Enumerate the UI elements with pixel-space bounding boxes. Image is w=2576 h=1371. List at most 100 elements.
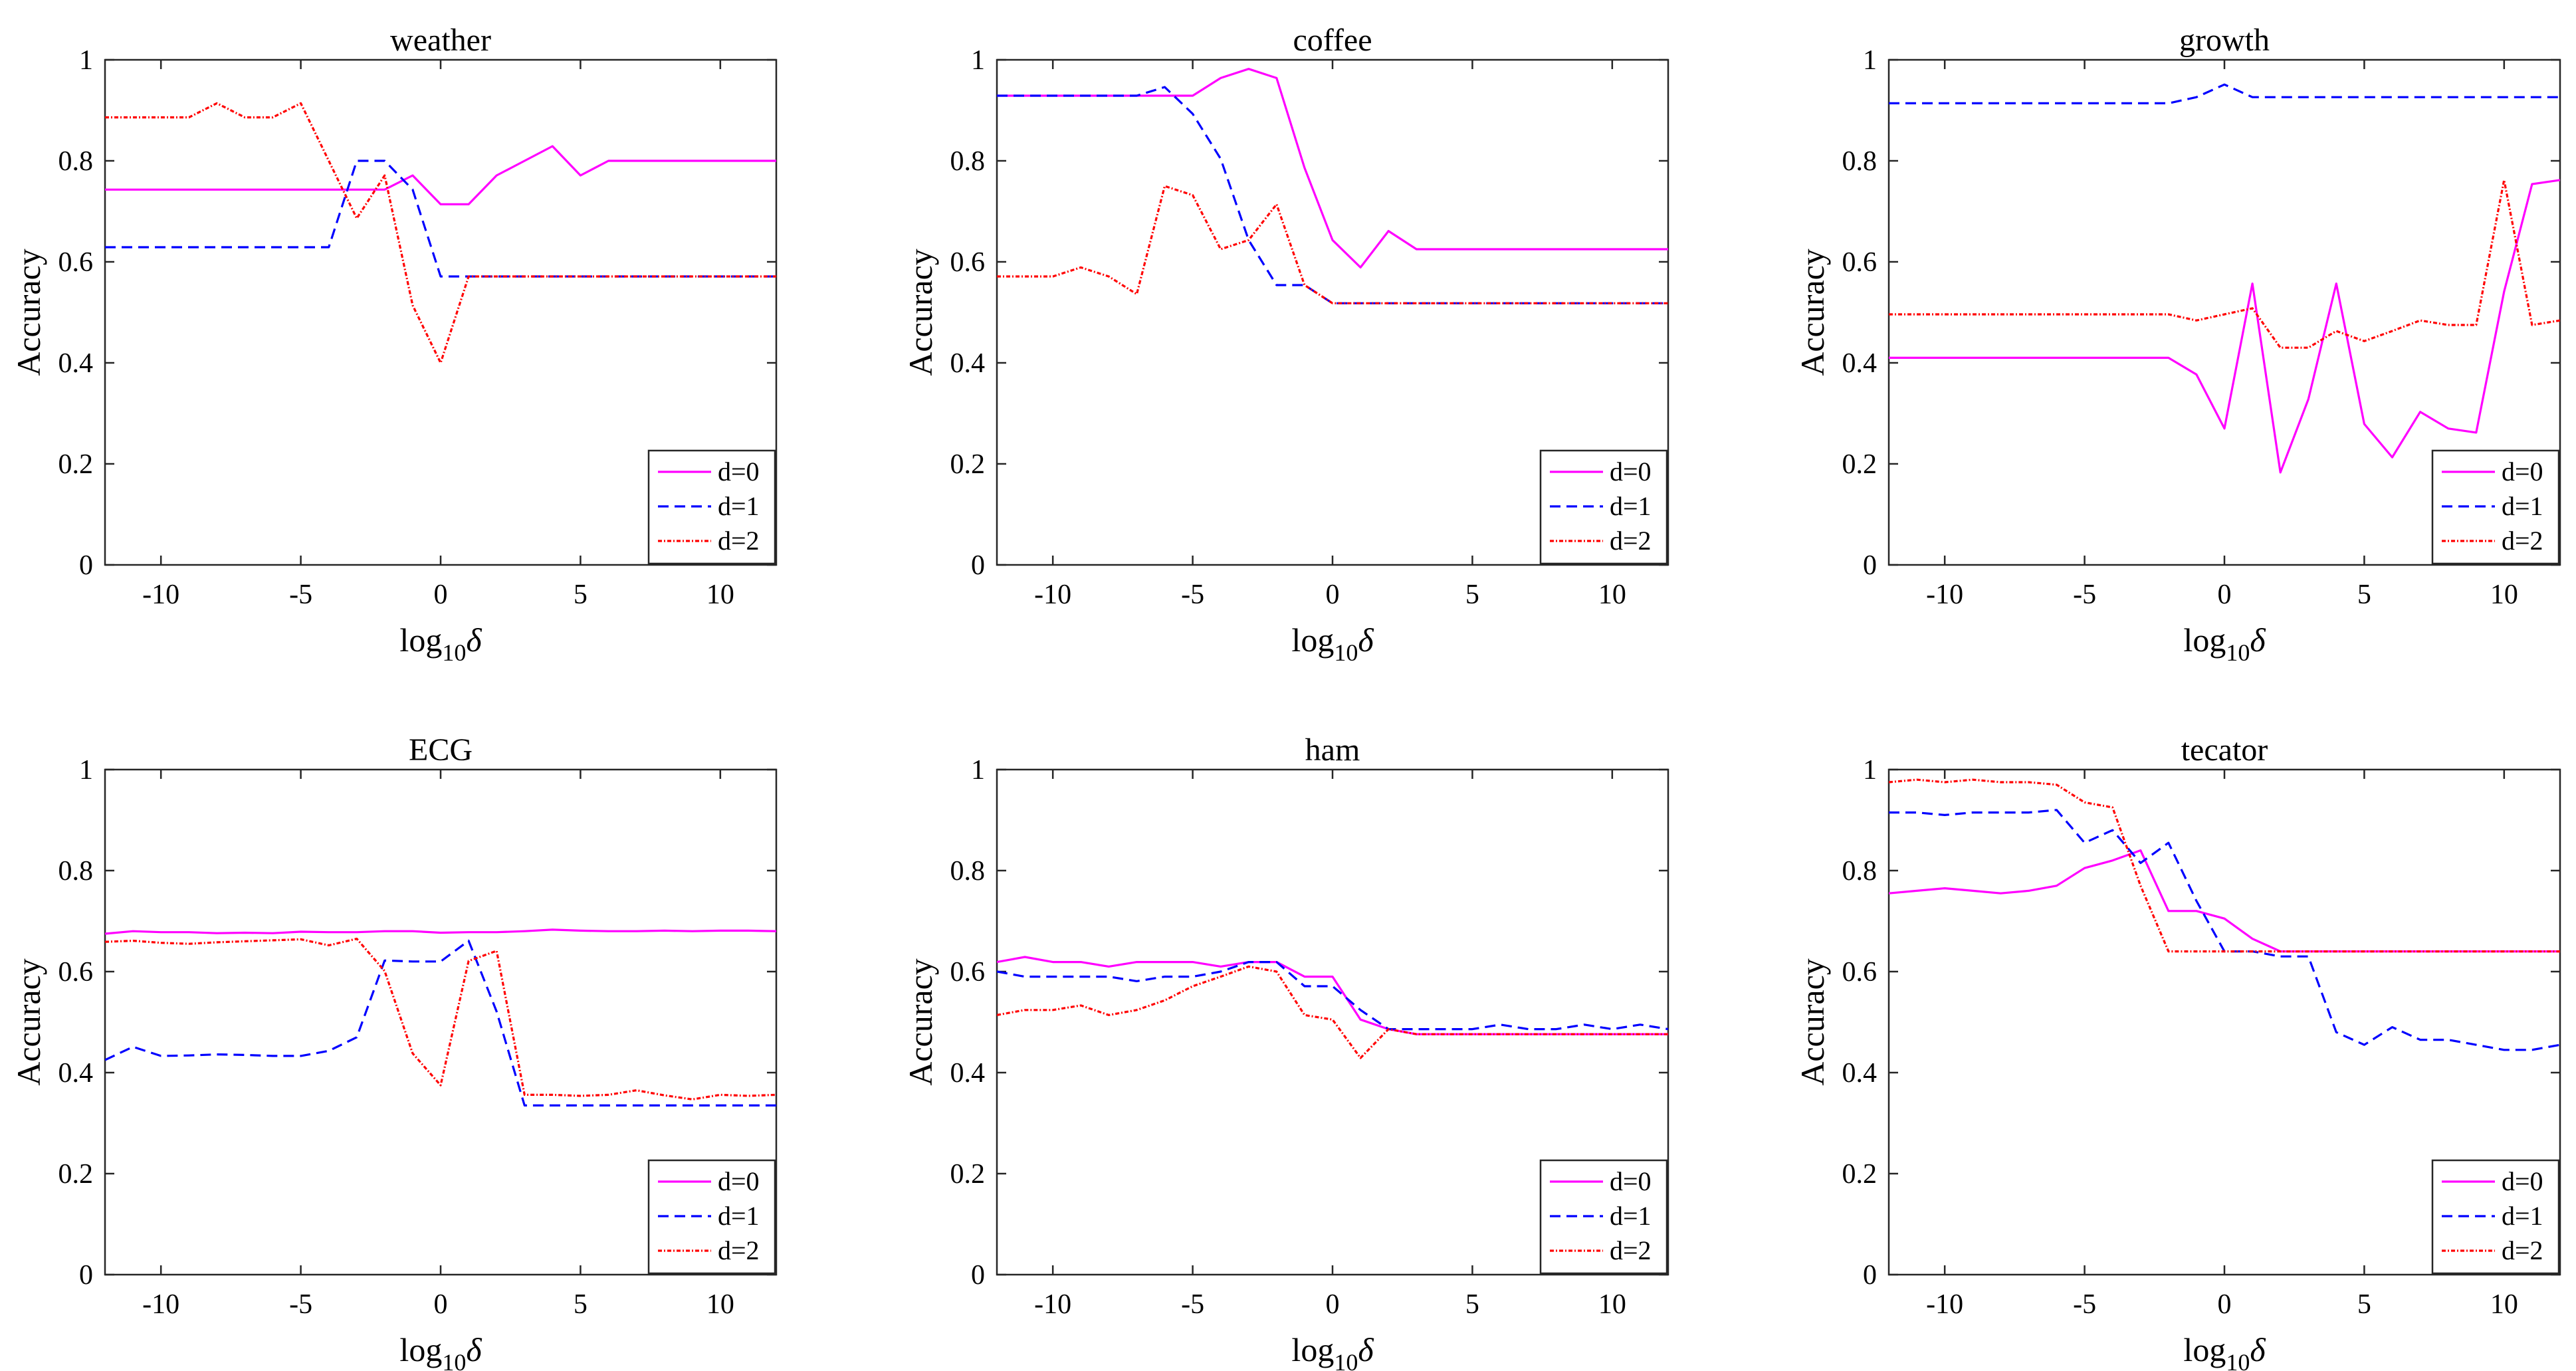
chart-panel-growth: 0 0.2 0.4 0.6 0.8 1 -10 -5 0 5 10 growth Accuracy log… xyxy=(1794,23,2561,666)
y-axis-label: Accuracy xyxy=(10,249,47,376)
legend-label: d=1 xyxy=(718,1201,760,1231)
legend-label: d=0 xyxy=(2502,457,2543,486)
chart-title: weather xyxy=(390,23,491,58)
x-tick-label: 5 xyxy=(2357,580,2371,610)
series-line-d1 xyxy=(997,960,1668,1031)
legend: d=0 d=1 d=2 xyxy=(1539,1159,1668,1275)
x-tick-label: -10 xyxy=(1034,1289,1071,1320)
legend-label: d=2 xyxy=(2502,1235,2543,1265)
legend-box xyxy=(2431,1159,2560,1275)
y-tick-label: 0.4 xyxy=(950,348,986,379)
y-tick-label: 1 xyxy=(1863,45,1877,76)
legend-label: d=1 xyxy=(1610,491,1652,521)
y-tick-label: 1 xyxy=(971,755,985,786)
legend-label: d=0 xyxy=(1610,457,1652,486)
legend-box xyxy=(1539,1159,1668,1275)
x-tick-label: 10 xyxy=(1598,1289,1626,1320)
y-axis-label: Accuracy xyxy=(1794,249,1831,376)
y-tick-label: 0 xyxy=(1863,1260,1877,1291)
chart-panel-tecator: 0 0.2 0.4 0.6 0.8 1 -10 -5 0 5 10 tecator Accuracy lo… xyxy=(1794,732,2561,1371)
legend: d=0 d=1 d=2 xyxy=(647,449,776,565)
x-axis-label: log10δ xyxy=(399,621,482,666)
series-line-d2 xyxy=(997,185,1668,304)
x-tick-label: 5 xyxy=(1465,580,1479,610)
x-tick-label: 0 xyxy=(1326,1289,1340,1320)
y-tick-label: 0.6 xyxy=(950,247,986,278)
series-line-d2 xyxy=(1889,179,2560,349)
legend: d=0 d=1 d=2 xyxy=(2431,1159,2560,1275)
x-tick-label: 10 xyxy=(2490,1289,2518,1320)
legend-label: d=0 xyxy=(2502,1166,2543,1196)
series-line-d0 xyxy=(997,68,1668,268)
legend-label: d=2 xyxy=(718,1235,760,1265)
x-tick-label: 10 xyxy=(706,1289,734,1320)
legend-label: d=0 xyxy=(1610,1166,1652,1196)
legend-box xyxy=(2431,449,2560,565)
series-line-d1 xyxy=(1889,83,2560,104)
y-tick-label: 0.4 xyxy=(1842,348,1878,379)
y-tick-label: 0.6 xyxy=(1842,957,1878,988)
y-tick-label: 0.2 xyxy=(950,1159,986,1190)
x-tick-label: 10 xyxy=(1598,580,1626,610)
series-line-d2 xyxy=(997,965,1668,1059)
series-line-d0 xyxy=(1889,179,2560,474)
x-tick-label: -10 xyxy=(1926,1289,1963,1320)
legend-label: d=2 xyxy=(2502,526,2543,556)
y-tick-label: 0.6 xyxy=(1842,247,1878,278)
series-line-d1 xyxy=(997,86,1668,304)
y-tick-label: 0.6 xyxy=(950,957,986,988)
y-tick-label: 0.8 xyxy=(1842,856,1878,887)
y-tick-label: 1 xyxy=(79,755,93,786)
x-tick-label: 10 xyxy=(2490,580,2518,610)
y-axis-label: Accuracy xyxy=(1794,958,1831,1086)
x-tick-label: -10 xyxy=(1926,580,1963,610)
y-tick-label: 0.2 xyxy=(950,449,986,480)
y-tick-label: 0.6 xyxy=(58,957,94,988)
chart-panel-ecg: 0 0.2 0.4 0.6 0.8 1 -10 -5 0 5 10 ECG Accuracy log10δ… xyxy=(10,732,778,1371)
y-tick-label: 0.4 xyxy=(1842,1058,1878,1089)
y-tick-label: 1 xyxy=(1863,755,1877,786)
legend-box xyxy=(647,1159,776,1275)
x-tick-label: -10 xyxy=(1034,580,1071,610)
chart-title: coffee xyxy=(1293,23,1372,58)
y-tick-label: 0 xyxy=(971,550,985,581)
series-line-d2 xyxy=(105,102,776,364)
legend-label: d=2 xyxy=(1610,526,1652,556)
y-tick-label: 0 xyxy=(79,550,93,581)
y-tick-label: 0.4 xyxy=(950,1058,986,1089)
x-tick-label: 5 xyxy=(2357,1289,2371,1320)
y-tick-label: 0 xyxy=(79,1260,93,1291)
x-tick-label: -5 xyxy=(289,580,312,610)
chart-title: ECG xyxy=(409,732,473,768)
x-tick-label: -5 xyxy=(1181,580,1204,610)
legend-label: d=0 xyxy=(718,1166,760,1196)
y-tick-label: 0.2 xyxy=(58,449,94,480)
plot-area xyxy=(996,768,1669,1276)
y-tick-label: 0.8 xyxy=(950,856,986,887)
x-tick-label: -5 xyxy=(289,1289,312,1320)
x-axis-label: log10δ xyxy=(2183,621,2266,666)
x-axis-label: log10δ xyxy=(2183,1331,2266,1371)
x-axis-label: log10δ xyxy=(1291,1331,1374,1371)
chart-title: ham xyxy=(1305,732,1360,768)
y-tick-label: 0 xyxy=(971,1260,985,1291)
chart-title: growth xyxy=(2179,23,2270,58)
y-tick-label: 0.8 xyxy=(950,146,986,177)
y-axis-label: Accuracy xyxy=(902,958,939,1086)
chart-panel-coffee: 0 0.2 0.4 0.6 0.8 1 -10 -5 0 5 10 coffee Accuracy log… xyxy=(902,23,1669,666)
y-tick-label: 0.8 xyxy=(58,856,94,887)
x-tick-label: 0 xyxy=(434,580,448,610)
legend: d=0 d=1 d=2 xyxy=(1539,449,1668,565)
series-line-d1 xyxy=(105,159,776,278)
chart-panel-ham: 0 0.2 0.4 0.6 0.8 1 -10 -5 0 5 10 ham Accuracy log10δ… xyxy=(902,732,1669,1371)
chart-panel-weather: 0 0.2 0.4 0.6 0.8 1 -10 -5 0 5 10 weather Accuracy lo… xyxy=(10,23,778,666)
x-axis-label: log10δ xyxy=(1291,621,1374,666)
x-tick-label: 5 xyxy=(574,1289,588,1320)
x-tick-label: -10 xyxy=(142,580,179,610)
legend-label: d=1 xyxy=(2502,1201,2543,1231)
x-tick-label: 0 xyxy=(1326,580,1340,610)
y-tick-label: 0 xyxy=(1863,550,1877,581)
y-tick-label: 0.8 xyxy=(58,146,94,177)
legend: d=0 d=1 d=2 xyxy=(2431,449,2560,565)
